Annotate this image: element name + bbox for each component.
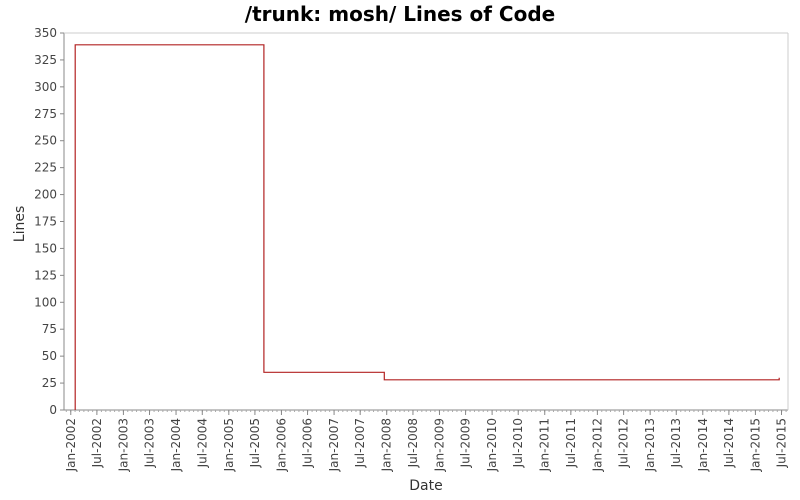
x-tick-label: Jul-2004	[195, 418, 209, 468]
x-tick-label: Jan-2012	[590, 418, 604, 472]
x-tick-label: Jul-2012	[617, 418, 631, 468]
y-tick-label: 125	[34, 268, 57, 282]
x-tick-label: Jul-2007	[353, 418, 367, 468]
y-tick-label: 225	[34, 161, 57, 175]
x-tick-label: Jan-2008	[380, 418, 394, 472]
x-tick-label: Jan-2009	[432, 418, 446, 472]
series-line	[74, 44, 780, 410]
y-tick-label: 275	[34, 107, 57, 121]
x-tick-label: Jan-2005	[222, 418, 236, 472]
x-tick-label: Jan-2004	[169, 418, 183, 472]
y-tick-label: 300	[34, 80, 57, 94]
y-tick-label: 100	[34, 295, 57, 309]
x-tick-label: Jul-2013	[669, 418, 683, 468]
x-tick-label: Jan-2006	[274, 418, 288, 472]
x-tick-label: Jul-2006	[301, 418, 315, 468]
plot-area	[64, 33, 788, 410]
y-tick-label: 75	[42, 322, 57, 336]
x-tick-label: Jan-2010	[485, 418, 499, 472]
chart-title: /trunk: mosh/ Lines of Code	[244, 2, 556, 26]
x-tick-label: Jan-2003	[116, 418, 130, 472]
y-tick-label: 150	[34, 241, 57, 255]
y-tick-label: 50	[42, 349, 57, 363]
x-tick-label: Jan-2002	[64, 418, 78, 472]
x-tick-label: Jul-2003	[143, 418, 157, 468]
x-tick-label: Jul-2005	[248, 418, 262, 468]
y-tick-label: 350	[34, 26, 57, 40]
y-tick-label: 175	[34, 215, 57, 229]
y-axis-title: Lines	[12, 206, 28, 242]
x-tick-label: Jul-2009	[459, 418, 473, 468]
x-axis-title: Date	[409, 478, 442, 494]
x-tick-label: Jul-2010	[511, 418, 525, 468]
x-tick-label: Jul-2015	[775, 418, 789, 468]
y-tick-label: 25	[42, 376, 57, 390]
x-tick-label: Jan-2011	[538, 418, 552, 472]
x-tick-label: Jan-2007	[327, 418, 341, 472]
x-tick-label: Jul-2008	[406, 418, 420, 468]
y-tick-label: 0	[49, 403, 57, 417]
x-tick-label: Jan-2015	[748, 418, 762, 472]
x-tick-label: Jan-2014	[696, 418, 710, 472]
y-tick-label: 200	[34, 188, 57, 202]
x-tick-label: Jul-2011	[564, 418, 578, 468]
y-tick-label: 250	[34, 134, 57, 148]
x-tick-label: Jul-2014	[722, 418, 736, 468]
x-tick-label: Jan-2013	[643, 418, 657, 472]
y-tick-label: 325	[34, 53, 57, 67]
x-tick-label: Jul-2002	[90, 418, 104, 468]
